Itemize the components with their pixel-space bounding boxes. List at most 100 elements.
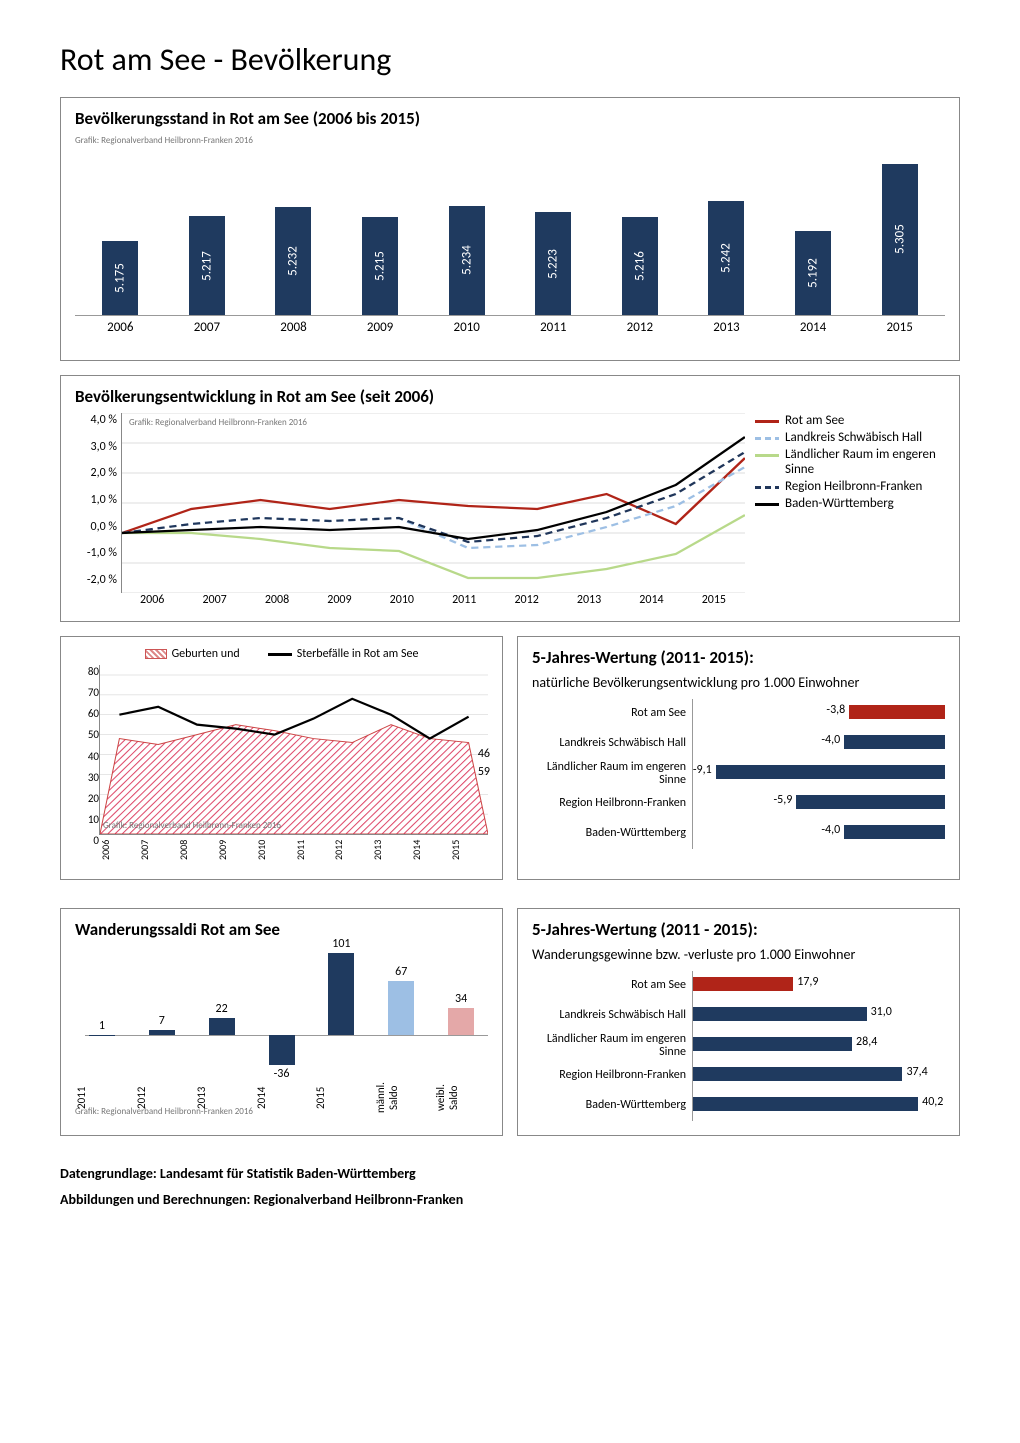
- nat-5y-bars: Rot am See -3,8 Landkreis Schwäbisch Hal…: [532, 699, 945, 849]
- pop-bar: 5.305: [860, 164, 939, 315]
- legend-item: Ländlicher Raum im engeren Sinne: [755, 447, 945, 477]
- x-tick: 2014: [410, 835, 449, 865]
- births-swatch: [145, 649, 167, 659]
- chart-title: 5-Jahres-Wertung (2011 - 2015):: [532, 919, 945, 940]
- credit: Grafik: Regionalverband Heilbronn-Franke…: [129, 417, 307, 428]
- hbar-row: Region Heilbronn-Franken -5,9: [532, 789, 945, 819]
- chart-title: Bevölkerungsstand in Rot am See (2006 bi…: [75, 108, 945, 129]
- x-tick: 2011: [75, 1078, 129, 1118]
- footer-line2: Abbildungen und Berechnungen: Regionalve…: [60, 1190, 960, 1210]
- dev-legend: Rot am See Landkreis Schwäbisch Hall Ländl…: [745, 413, 945, 607]
- x-tick: 2013: [687, 316, 766, 335]
- x-tick: 2013: [371, 835, 410, 865]
- y-tick: 20: [75, 792, 99, 805]
- x-tick: 2015: [314, 1078, 368, 1118]
- hbar-row: Landkreis Schwäbisch Hall 31,0: [532, 1001, 945, 1031]
- credit: Grafik: Regionalverband Heilbronn-Franke…: [103, 820, 281, 831]
- x-tick: 2012: [332, 835, 371, 865]
- x-tick: 2012: [135, 1078, 189, 1118]
- mig-bar-col: 101: [314, 946, 368, 1076]
- chart-subtitle: Wanderungsgewinne bzw. -verluste pro 1.0…: [532, 946, 945, 963]
- mig-bar-col: 22: [195, 946, 249, 1076]
- y-tick: 0: [75, 834, 99, 847]
- hbar-row: Baden-Württemberg -4,0: [532, 819, 945, 849]
- footer-line1: Datengrundlage: Landesamt für Statistik …: [60, 1164, 960, 1184]
- pop-bar: 5.223: [514, 212, 593, 315]
- hbar-row: Baden-Württemberg 40,2: [532, 1091, 945, 1121]
- y-tick: 40: [75, 750, 99, 763]
- x-tick: 2013: [558, 593, 620, 607]
- y-tick: 50: [75, 728, 99, 741]
- legend-label: Geburten und: [172, 647, 240, 661]
- x-tick: 2015: [683, 593, 745, 607]
- x-tick: 2013: [195, 1078, 249, 1118]
- x-tick: 2011: [514, 316, 593, 335]
- pop-stand-chart: 5.1755.2175.2325.2155.2345.2235.2165.242…: [75, 146, 945, 346]
- pop-bar: 5.175: [81, 241, 160, 315]
- dev-line-chart: 4,0 %3,0 %2,0 %1,0 %0,0 %-1,0 %-2,0 % Gr…: [75, 413, 745, 607]
- hbar-row: Region Heilbronn-Franken 37,4: [532, 1061, 945, 1091]
- x-tick: weibl. Saldo: [434, 1078, 488, 1118]
- mig-bar-col: 67: [374, 946, 428, 1076]
- hbar-row: Ländlicher Raum im engeren Sinne 28,4: [532, 1031, 945, 1061]
- legend-label: Sterbefälle in Rot am See: [297, 647, 419, 661]
- panel-nat-5y: 5-Jahres-Wertung (2011- 2015): natürlich…: [517, 636, 960, 880]
- chart-title: 5-Jahres-Wertung (2011- 2015):: [532, 647, 945, 668]
- legend-item: Landkreis Schwäbisch Hall: [755, 430, 945, 445]
- hbar-row: Rot am See 17,9: [532, 971, 945, 1001]
- panel-migration: Wanderungssaldi Rot am See 1722-36101673…: [60, 908, 503, 1136]
- note-deaths: 59: [478, 765, 490, 779]
- legend-item: Region Heilbronn-Franken: [755, 479, 945, 494]
- hbar-row: Rot am See -3,8: [532, 699, 945, 729]
- legend-item: Rot am See: [755, 413, 945, 428]
- x-tick: 2014: [620, 593, 682, 607]
- pop-bar: 5.216: [601, 217, 680, 315]
- y-tick: 1,0 %: [75, 493, 117, 507]
- pop-bar: 5.192: [774, 231, 853, 315]
- panel-births-deaths: Geburten und Sterbefälle in Rot am See 8…: [60, 636, 503, 880]
- x-tick: 2015: [860, 316, 939, 335]
- x-tick: 2009: [216, 835, 255, 865]
- chart-title: Bevölkerungsentwicklung in Rot am See (s…: [75, 386, 945, 407]
- x-tick: 2009: [341, 316, 420, 335]
- y-tick: 30: [75, 771, 99, 784]
- y-tick: 2,0 %: [75, 466, 117, 480]
- x-tick: 2007: [138, 835, 177, 865]
- panel-mig-5y: 5-Jahres-Wertung (2011 - 2015): Wanderun…: [517, 908, 960, 1136]
- migration-chart: 1722-361016734 20112012201320142015männl…: [75, 946, 488, 1106]
- y-tick: 60: [75, 707, 99, 720]
- pop-bar: 5.217: [168, 216, 247, 315]
- page-title: Rot am See - Bevölkerung: [60, 40, 960, 79]
- x-tick: 2012: [495, 593, 557, 607]
- x-tick: 2008: [177, 835, 216, 865]
- pop-bar: 5.234: [427, 206, 506, 315]
- x-tick: 2015: [449, 835, 488, 865]
- note-births: 46: [478, 747, 490, 761]
- x-tick: 2008: [254, 316, 333, 335]
- x-tick: 2007: [183, 593, 245, 607]
- mig-5y-bars: Rot am See 17,9 Landkreis Schwäbisch Hal…: [532, 971, 945, 1121]
- x-tick: 2011: [294, 835, 333, 865]
- pop-bar: 5.232: [254, 207, 333, 315]
- births-legend: Geburten und Sterbefälle in Rot am See: [75, 647, 488, 661]
- hbar-row: Landkreis Schwäbisch Hall -4,0: [532, 729, 945, 759]
- x-tick: 2014: [255, 1078, 309, 1118]
- panel-pop-dev: Bevölkerungsentwicklung in Rot am See (s…: [60, 375, 960, 622]
- x-tick: 2010: [427, 316, 506, 335]
- mig-bar-col: -36: [255, 946, 309, 1076]
- x-tick: 2009: [308, 593, 370, 607]
- y-tick: 80: [75, 665, 99, 678]
- pop-bar: 5.242: [687, 201, 766, 315]
- x-tick: 2006: [99, 835, 138, 865]
- mig-bar-col: 1: [75, 946, 129, 1076]
- x-tick: 2006: [121, 593, 183, 607]
- pop-bar: 5.215: [341, 217, 420, 315]
- credit: Grafik: Regionalverband Heilbronn-Franke…: [75, 135, 945, 146]
- x-tick: 2007: [168, 316, 247, 335]
- deaths-swatch: [268, 653, 292, 656]
- x-tick: 2010: [371, 593, 433, 607]
- y-tick: 70: [75, 686, 99, 699]
- chart-title: Wanderungssaldi Rot am See: [75, 919, 488, 940]
- x-tick: 2012: [601, 316, 680, 335]
- x-tick: 2014: [774, 316, 853, 335]
